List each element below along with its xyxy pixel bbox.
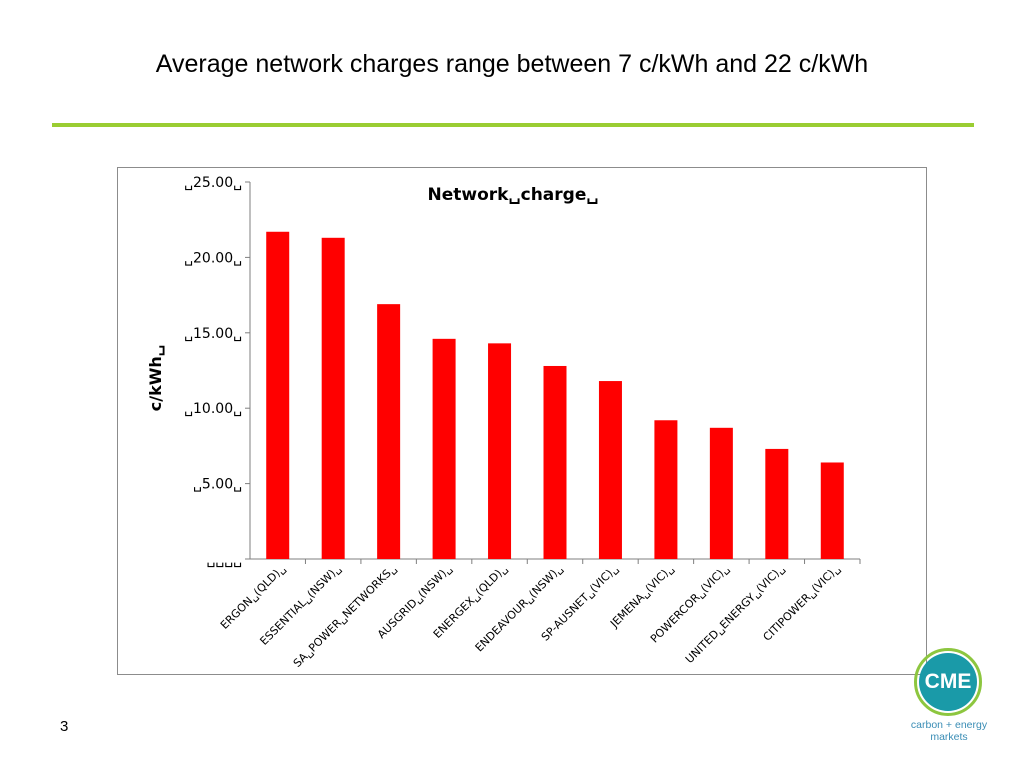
bar [321, 237, 345, 559]
y-tick-label: ␣25.00␣ [184, 175, 242, 191]
logo-tagline-line1: carbon + energy [910, 719, 988, 731]
y-tick-label: ␣␣␣␣ [206, 552, 242, 568]
bar [654, 420, 678, 559]
bar [432, 338, 456, 559]
chart-frame [117, 167, 927, 675]
x-tick-label: UNITED␣ENERGY␣(VIC)␣ [683, 562, 787, 666]
bar [765, 448, 789, 559]
chart-title: Network␣charge␣ [427, 185, 598, 205]
title-divider [52, 123, 974, 127]
logo-tagline: carbon + energy markets [905, 719, 993, 743]
cme-logo: CME carbon + energy markets [905, 648, 993, 746]
logo-ring: CME [914, 648, 982, 716]
network-charge-chart: Network␣charge␣ c/kWh␣ ␣␣␣␣ ␣5.00␣ ␣10.00␣… [146, 175, 861, 670]
bar [543, 365, 567, 559]
bar [266, 231, 290, 559]
page-number: 3 [60, 718, 69, 735]
bar [820, 462, 844, 559]
y-tick-label: ␣10.00␣ [184, 401, 242, 417]
bar [598, 381, 622, 559]
y-tick-label: ␣5.00␣ [193, 477, 242, 493]
bar [488, 343, 512, 559]
slide-title: Average network charges range between 7 … [155, 50, 869, 78]
x-tick-label: SA␣POWER␣NETWORKS␣ [291, 562, 399, 670]
bar [709, 427, 733, 559]
y-tick-label: ␣15.00␣ [184, 326, 242, 342]
logo-mark: CME [919, 653, 977, 711]
y-tick-label: ␣20.00␣ [184, 250, 242, 266]
bar [377, 304, 401, 559]
y-axis-label: c/kWh␣ [146, 345, 165, 411]
logo-tagline-line2: markets [930, 731, 968, 743]
